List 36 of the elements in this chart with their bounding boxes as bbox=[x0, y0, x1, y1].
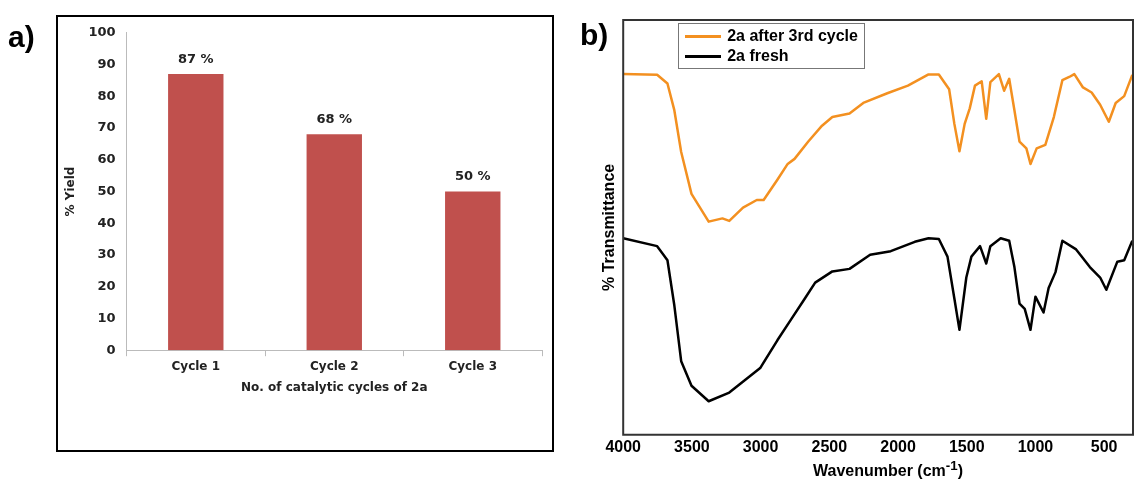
x-tick-label: 1000 bbox=[1017, 437, 1054, 455]
bar bbox=[306, 134, 362, 351]
x-tick-label: 1500 bbox=[948, 437, 985, 455]
x-tick-label: Cycle 2 bbox=[310, 358, 359, 373]
y-tick-label: 60 bbox=[97, 151, 116, 167]
text: a) bbox=[8, 20, 35, 54]
y-axis-title: % Transmittance bbox=[600, 163, 618, 291]
legend-label: 2a fresh bbox=[727, 47, 789, 65]
bar bbox=[445, 191, 501, 351]
bar bbox=[168, 74, 224, 351]
data-label: 50 % bbox=[454, 168, 491, 184]
x-tick-label: Cycle 3 bbox=[448, 358, 498, 373]
y-axis-title: % Yield bbox=[63, 166, 78, 217]
x-axis-title: Wavenumber (cm$^{-1}$) bbox=[813, 458, 963, 481]
x-tick-label: 3500 bbox=[674, 437, 710, 455]
y-tick-label: 50 bbox=[97, 182, 116, 198]
y-tick-label: 100 bbox=[88, 24, 116, 40]
data-label: 87 % bbox=[177, 50, 214, 66]
x-tick-label: Cycle 1 bbox=[171, 358, 221, 373]
x-tick-label: 3000 bbox=[742, 437, 779, 455]
text: b) bbox=[580, 18, 609, 52]
x-axis-title: No. of catalytic cycles of 2a bbox=[241, 379, 428, 394]
y-tick-label: 30 bbox=[97, 246, 116, 262]
y-tick-label: 0 bbox=[106, 341, 116, 357]
y-tick-label: 10 bbox=[97, 309, 116, 325]
y-tick-label: 20 bbox=[97, 278, 116, 294]
data-label: 68 % bbox=[316, 111, 353, 127]
y-tick-label: 40 bbox=[97, 214, 116, 230]
legend-label: 2a after 3rd cycle bbox=[727, 27, 858, 45]
x-tick-label: 2500 bbox=[811, 437, 848, 455]
x-tick-label: 2000 bbox=[880, 437, 916, 455]
x-tick-label: 4000 bbox=[605, 437, 642, 455]
y-tick-label: 80 bbox=[97, 87, 116, 103]
x-tick-label: 500 bbox=[1090, 437, 1118, 455]
y-tick-label: 90 bbox=[97, 55, 116, 71]
y-tick-label: 70 bbox=[97, 119, 116, 135]
